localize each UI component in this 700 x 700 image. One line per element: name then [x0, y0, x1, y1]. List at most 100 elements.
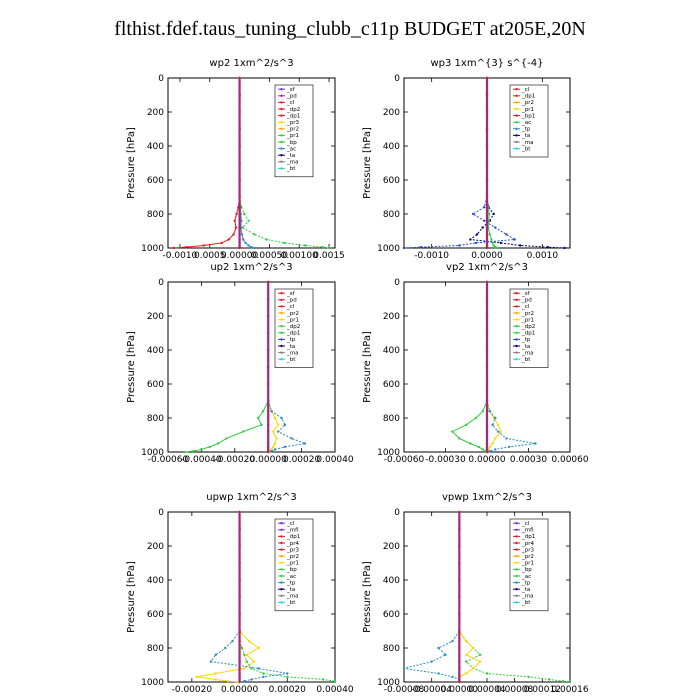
data-point — [241, 226, 244, 229]
legend-entry: _dp2 — [286, 324, 300, 330]
legend-marker — [280, 555, 283, 558]
legend-entry: _mfl — [286, 528, 299, 534]
legend-marker — [515, 140, 518, 144]
legend-entry: _cl — [286, 521, 295, 527]
data-point — [490, 238, 493, 241]
data-point — [481, 448, 485, 451]
legend-entry: _pd — [521, 298, 532, 304]
legend-entry: _dp1 — [286, 534, 300, 540]
legend-entry: _bt — [286, 357, 296, 363]
legend-marker — [280, 311, 283, 315]
x-tick-label: -0.00008 — [384, 685, 425, 695]
data-point — [483, 219, 486, 222]
legend-marker — [515, 594, 518, 597]
data-point — [458, 244, 461, 247]
y-tick-label: 800 — [383, 644, 400, 654]
legend-entry: _tp — [521, 337, 531, 343]
legend-entry: _sf — [286, 87, 296, 93]
x-tick-label: 0.0000 — [471, 251, 503, 261]
x-tick-label: -0.00030 — [425, 455, 466, 465]
data-point — [253, 233, 256, 236]
legend-entry: _ta — [521, 587, 530, 593]
chart-panel-4: vp2 1xm^2/s^3 Pressure [hPa] 0 200 400 600 800… — [362, 262, 589, 465]
legend: _cl_mfl_dp1_pr4_pr3_pr2_pr1_bp_ac_tp_ta_… — [509, 518, 549, 612]
legend-entry: _dp1 — [521, 94, 535, 100]
y-tick-label: 400 — [147, 346, 164, 356]
legend-entry: _sf — [521, 291, 531, 297]
data-point — [256, 416, 260, 420]
legend-marker — [515, 298, 518, 301]
panel-title: vpwp 1xm^2/s^3 — [442, 492, 532, 503]
legend-entry: _pr1 — [521, 107, 534, 113]
data-point — [303, 442, 307, 445]
data-point — [561, 679, 565, 683]
legend-entry: _dp2 — [286, 107, 300, 113]
data-point — [465, 660, 468, 663]
legend-marker — [515, 94, 518, 98]
legend-box — [509, 84, 549, 158]
data-point — [243, 212, 246, 216]
legend-marker — [515, 574, 518, 578]
data-point — [286, 675, 289, 679]
data-point — [247, 640, 251, 643]
data-point — [225, 437, 228, 440]
data-point — [243, 667, 246, 670]
legend-marker — [515, 555, 518, 558]
data-point — [240, 219, 243, 222]
series-line-ta — [469, 78, 565, 249]
data-point — [483, 206, 486, 209]
legend-marker — [280, 292, 283, 295]
y-tick-label: 400 — [383, 346, 400, 356]
x-tick-label: 0.00004 — [468, 685, 505, 695]
legend-marker — [515, 358, 518, 361]
x-tick-label: 0.00008 — [496, 685, 533, 695]
y-tick-label: 400 — [147, 576, 164, 586]
legend-marker — [515, 318, 518, 321]
y-tick-label: 800 — [147, 210, 164, 220]
x-tick-label: 0.00050 — [251, 251, 288, 261]
data-point — [519, 244, 522, 247]
x-tick-label: -0.00040 — [181, 455, 222, 465]
legend-entry: _pr1 — [286, 317, 299, 323]
data-point — [491, 423, 494, 426]
data-point — [243, 679, 246, 683]
legend-entry: _tp — [286, 580, 296, 586]
legend-marker — [515, 548, 518, 551]
data-point — [265, 238, 268, 241]
legend-marker — [280, 305, 283, 308]
data-point — [437, 646, 440, 650]
legend-entry: _bt — [521, 600, 531, 606]
x-tick-label: 0.0005 — [194, 251, 226, 261]
data-point — [478, 653, 482, 656]
data-point — [333, 680, 337, 684]
legend-entry: _pr3 — [286, 120, 300, 126]
data-point — [252, 660, 256, 663]
x-tick-label: 0.00020 — [269, 685, 306, 695]
legend-entry: _pr4 — [286, 541, 300, 547]
legend-entry: _sf — [286, 291, 296, 297]
legend-marker — [515, 601, 518, 604]
y-tick-label: 200 — [147, 312, 164, 322]
data-point — [262, 672, 265, 675]
y-tick-label: 0 — [394, 278, 400, 288]
y-axis-label: Pressure [hPa] — [362, 331, 373, 403]
data-point — [262, 675, 265, 679]
legend-marker — [515, 561, 518, 564]
x-tick-label: 0.00000 — [221, 685, 258, 695]
series-line-tp — [486, 282, 536, 453]
legend-entry: _bp — [286, 567, 297, 573]
legend-marker — [515, 88, 518, 91]
y-tick-label: 600 — [147, 380, 164, 390]
data-point — [534, 442, 537, 445]
data-point — [220, 241, 223, 245]
legend-marker — [515, 292, 518, 295]
series-line-dp1 — [184, 282, 269, 453]
data-point — [250, 245, 253, 249]
chart-panel-2: wp3 1xm^{3} s^{-4} Pressure [hPa] 0 200 400 6… — [362, 58, 571, 261]
data-point — [488, 233, 491, 236]
y-tick-label: 800 — [383, 414, 400, 424]
data-point — [195, 675, 198, 679]
y-tick-label: 600 — [383, 380, 400, 390]
data-point — [172, 246, 176, 250]
